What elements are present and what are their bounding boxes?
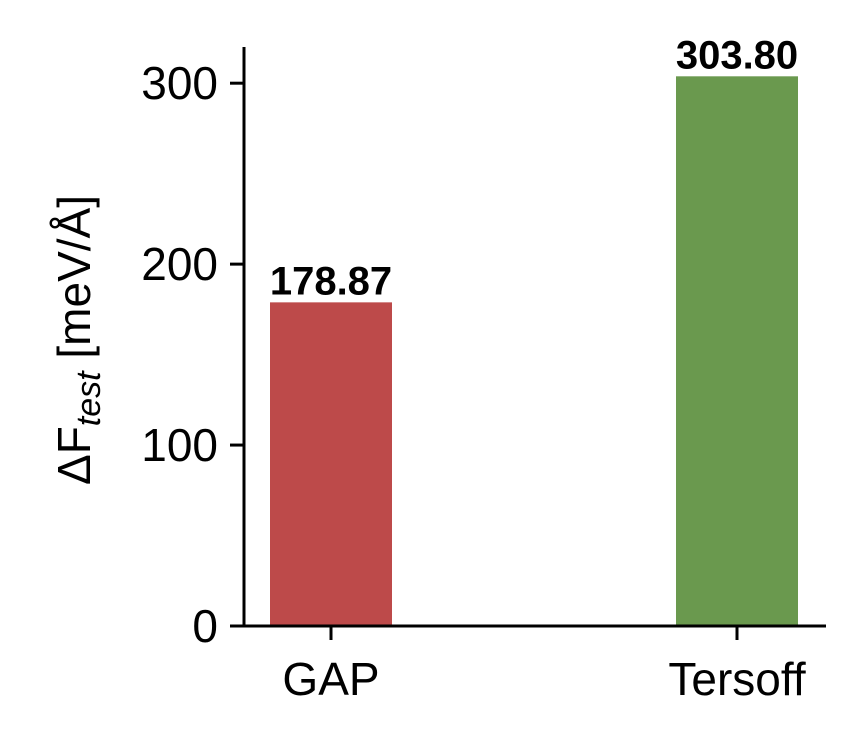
y-axis-title-subscript: test (70, 370, 108, 426)
value-label-tersoff: 303.80 (676, 33, 798, 77)
bars-group (270, 76, 798, 626)
y-ticks-group: 0 100 200 300 (141, 57, 244, 652)
y-axis-title-suffix: [meV/Å] (48, 195, 100, 371)
x-tick-label-tersoff: Tersoff (668, 653, 805, 705)
y-tick-label: 200 (141, 238, 218, 290)
value-label-gap: 178.87 (270, 259, 392, 303)
x-ticks-group: GAP Tersoff (282, 626, 806, 705)
y-tick-label: 100 (141, 419, 218, 471)
y-axis-title-prefix: ΔF (48, 426, 100, 485)
axes-group (242, 47, 826, 628)
bar-gap (270, 302, 392, 626)
bar-tersoff (676, 76, 798, 626)
y-tick-label: 0 (192, 600, 218, 652)
y-tick-label: 300 (141, 57, 218, 109)
value-labels-group: 178.87 303.80 (270, 33, 798, 303)
y-axis-title: ΔFtest [meV/Å] (48, 195, 108, 485)
x-tick-label-gap: GAP (282, 653, 379, 705)
